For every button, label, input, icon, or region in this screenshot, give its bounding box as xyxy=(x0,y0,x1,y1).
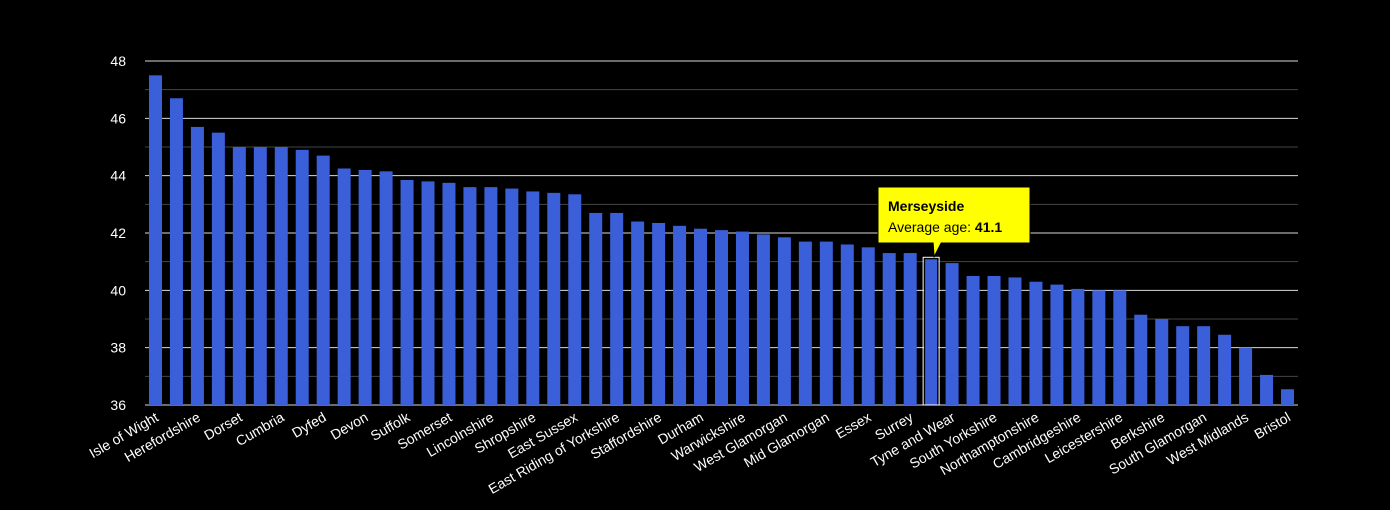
y-tick-label: 38 xyxy=(110,340,126,356)
tooltip-box xyxy=(877,186,1031,259)
bar xyxy=(148,75,162,405)
bar xyxy=(1113,290,1127,405)
bar xyxy=(1134,314,1148,405)
y-tick-label: 36 xyxy=(110,397,126,413)
bar xyxy=(631,221,645,405)
bar xyxy=(274,147,288,405)
bar xyxy=(861,247,875,405)
x-tick-label: Devon xyxy=(328,409,371,443)
bar xyxy=(966,276,980,405)
bar xyxy=(610,212,624,405)
bar xyxy=(1092,290,1106,405)
bar xyxy=(945,263,959,405)
bar xyxy=(505,188,519,405)
bar xyxy=(316,155,330,405)
y-tick-label: 48 xyxy=(110,53,126,69)
bar xyxy=(819,241,833,405)
bar xyxy=(1281,389,1295,405)
bar xyxy=(232,147,246,405)
x-tick-label: Cumbria xyxy=(233,409,287,449)
bar xyxy=(526,191,540,405)
bar xyxy=(1176,326,1190,405)
bar xyxy=(756,234,770,405)
bar xyxy=(442,182,456,405)
bar xyxy=(358,169,372,405)
tooltip-value-line: Average age: 41.1 xyxy=(888,219,1002,235)
bar xyxy=(547,192,561,405)
y-tick-label: 42 xyxy=(110,225,126,241)
tooltip: Merseyside Average age: 41.1 xyxy=(877,186,1031,259)
tooltip-title: Merseyside xyxy=(888,198,964,214)
y-tick-label: 44 xyxy=(110,168,126,184)
bar xyxy=(1008,277,1022,405)
bar xyxy=(253,147,267,405)
bar xyxy=(463,187,477,405)
bar xyxy=(1218,334,1232,405)
bar xyxy=(882,253,896,405)
x-tick-label: Bristol xyxy=(1251,409,1293,442)
bar xyxy=(652,222,666,405)
bar xyxy=(987,276,1001,405)
bar xyxy=(1260,374,1274,405)
y-tick-label: 46 xyxy=(110,110,126,126)
bar xyxy=(840,244,854,405)
bar xyxy=(715,230,728,405)
x-tick-label: Essex xyxy=(833,409,874,442)
tooltip-value: 41.1 xyxy=(975,219,1002,235)
bar xyxy=(1197,326,1211,405)
bar xyxy=(400,179,414,405)
bar xyxy=(295,149,309,405)
tooltip-label: Average age: xyxy=(888,219,975,235)
bar-highlight-outline xyxy=(922,256,940,406)
bar xyxy=(337,168,351,405)
bar xyxy=(379,171,393,405)
bar xyxy=(1029,281,1043,405)
bar xyxy=(589,212,603,405)
bar xyxy=(798,241,812,405)
bar xyxy=(1239,347,1253,405)
bar xyxy=(777,237,791,405)
bar xyxy=(484,187,498,405)
bar xyxy=(568,194,582,405)
bar xyxy=(673,225,687,405)
bar xyxy=(421,181,435,405)
x-tick-label: Dyfed xyxy=(289,409,329,441)
bar xyxy=(1071,288,1085,405)
bar xyxy=(169,98,183,406)
bar xyxy=(211,132,225,405)
bar xyxy=(190,126,204,405)
bar xyxy=(903,253,917,405)
bar xyxy=(1050,284,1064,405)
bar xyxy=(1155,319,1169,405)
bar xyxy=(735,231,749,405)
y-tick-label: 40 xyxy=(110,282,126,298)
bar-highlight xyxy=(924,258,939,406)
bar xyxy=(694,228,708,405)
